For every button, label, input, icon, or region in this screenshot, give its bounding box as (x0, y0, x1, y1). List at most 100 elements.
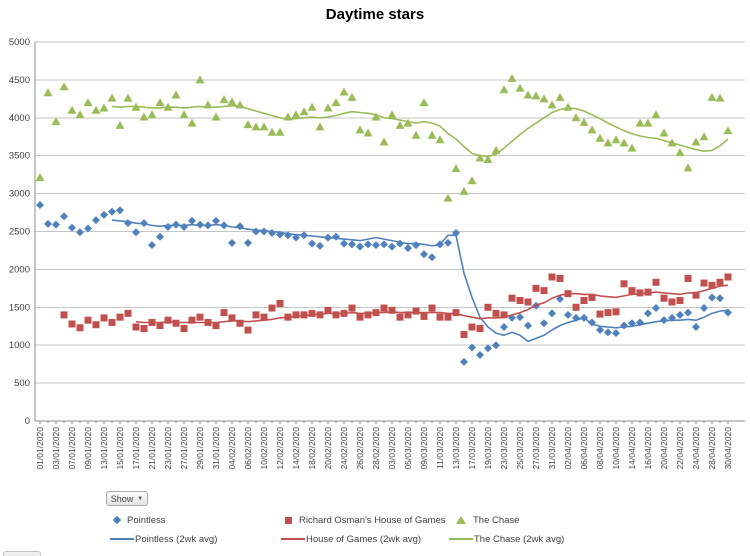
data-point-marker (508, 294, 516, 302)
data-point-marker (68, 223, 76, 232)
x-tick-label: 28/02/2020 (371, 427, 381, 470)
data-point-marker (475, 153, 485, 162)
data-point-marker (164, 316, 172, 324)
data-point-marker (164, 222, 172, 231)
data-point-marker (36, 200, 44, 209)
data-point-marker (51, 117, 61, 126)
data-point-marker (683, 163, 693, 172)
data-point-marker (227, 97, 237, 106)
x-tick-label: 23/01/2020 (163, 427, 173, 470)
data-point-marker (443, 193, 453, 202)
data-point-marker (252, 311, 260, 319)
data-point-marker (684, 274, 692, 282)
data-point-marker (116, 206, 124, 215)
data-point-marker (60, 212, 68, 221)
y-tick-label: 5000 (9, 37, 30, 48)
y-tick-label: 4000 (9, 113, 30, 124)
data-point-marker (548, 273, 556, 281)
data-point-marker (412, 307, 420, 315)
data-point-marker (644, 309, 652, 318)
data-point-marker (292, 311, 300, 319)
data-point-marker (171, 90, 181, 99)
data-point-marker (643, 118, 653, 127)
data-point-marker (268, 304, 276, 312)
data-point-marker (252, 227, 260, 236)
data-point-marker (155, 98, 165, 107)
gridlines (35, 41, 745, 422)
x-tick-label: 17/01/2020 (131, 427, 141, 470)
data-point-marker (692, 323, 700, 332)
x-tick-label: 05/03/2020 (403, 427, 413, 470)
data-point-marker (555, 92, 565, 101)
data-point-marker (499, 85, 509, 94)
data-point-marker (427, 130, 437, 139)
x-tick-label: 29/01/2020 (195, 427, 205, 470)
data-point-marker (660, 294, 668, 302)
data-point-marker (635, 118, 645, 127)
x-tick-label: 15/01/2020 (115, 427, 125, 470)
data-point-marker (132, 323, 140, 331)
chart-canvas: 0 500 1000 1500 2000 2500 3000 3500 4000 4500 5000… (9, 37, 745, 470)
data-point-marker (76, 324, 84, 332)
series-the-chase (35, 73, 733, 202)
data-point-marker (316, 241, 324, 250)
data-point-marker (579, 117, 589, 126)
data-point-marker (92, 216, 100, 225)
data-point-marker (380, 240, 388, 249)
x-tick-label: 20/02/2020 (323, 427, 333, 470)
data-point-marker (76, 228, 84, 237)
data-point-marker (524, 321, 532, 330)
data-point-marker (411, 130, 421, 139)
data-point-marker (195, 75, 205, 84)
data-point-marker (212, 216, 220, 225)
data-point-marker (563, 102, 573, 111)
line-sample-icon (110, 538, 134, 540)
data-point-marker (428, 253, 436, 262)
data-point-marker (83, 98, 93, 107)
data-point-marker (84, 316, 92, 324)
data-point-marker (595, 133, 605, 142)
data-point-marker (108, 207, 116, 216)
data-point-marker (484, 344, 492, 353)
data-point-marker (468, 323, 476, 331)
data-point-marker (356, 242, 364, 251)
show-dropdown-button[interactable]: Show ▼ (106, 491, 148, 506)
data-point-marker (84, 224, 92, 233)
data-point-marker (716, 294, 724, 303)
data-point-marker (100, 314, 108, 322)
data-point-marker (364, 311, 372, 319)
data-point-marker (692, 291, 700, 299)
data-point-marker (99, 103, 109, 112)
y-tick-label: 2000 (9, 264, 30, 275)
data-point-marker (156, 232, 164, 241)
data-point-marker (492, 309, 500, 317)
line-sample-icon (449, 538, 473, 540)
data-point-marker (675, 148, 685, 157)
x-tick-label: 24/04/2020 (691, 427, 701, 470)
y-tick-label: 1500 (9, 302, 30, 313)
data-point-marker (588, 293, 596, 301)
data-point-marker (355, 125, 365, 134)
x-tick-label: 10/04/2020 (611, 427, 621, 470)
x-tick-label: 03/03/2020 (387, 427, 397, 470)
data-point-marker (140, 325, 148, 333)
data-point-marker (715, 93, 725, 102)
clipped-button-remnant[interactable] (3, 551, 41, 556)
data-point-marker (500, 311, 508, 319)
data-point-marker (676, 310, 684, 319)
data-point-marker (323, 103, 333, 112)
data-point-marker (268, 229, 276, 238)
data-point-marker (652, 278, 660, 286)
data-point-marker (251, 122, 261, 131)
data-point-marker (388, 242, 396, 251)
avg-line-house-of-games-2wk-avg- (135, 284, 729, 324)
x-tick-label: 24/02/2020 (339, 427, 349, 470)
data-point-marker (380, 304, 388, 312)
y-tick-label: 2500 (9, 227, 30, 238)
data-point-marker (91, 105, 101, 114)
data-point-marker (628, 287, 636, 295)
data-point-marker (124, 219, 132, 228)
legend-label-pointless: Pointless (127, 514, 166, 526)
x-tick-label: 13/03/2020 (451, 427, 461, 470)
data-point-marker (507, 73, 517, 82)
